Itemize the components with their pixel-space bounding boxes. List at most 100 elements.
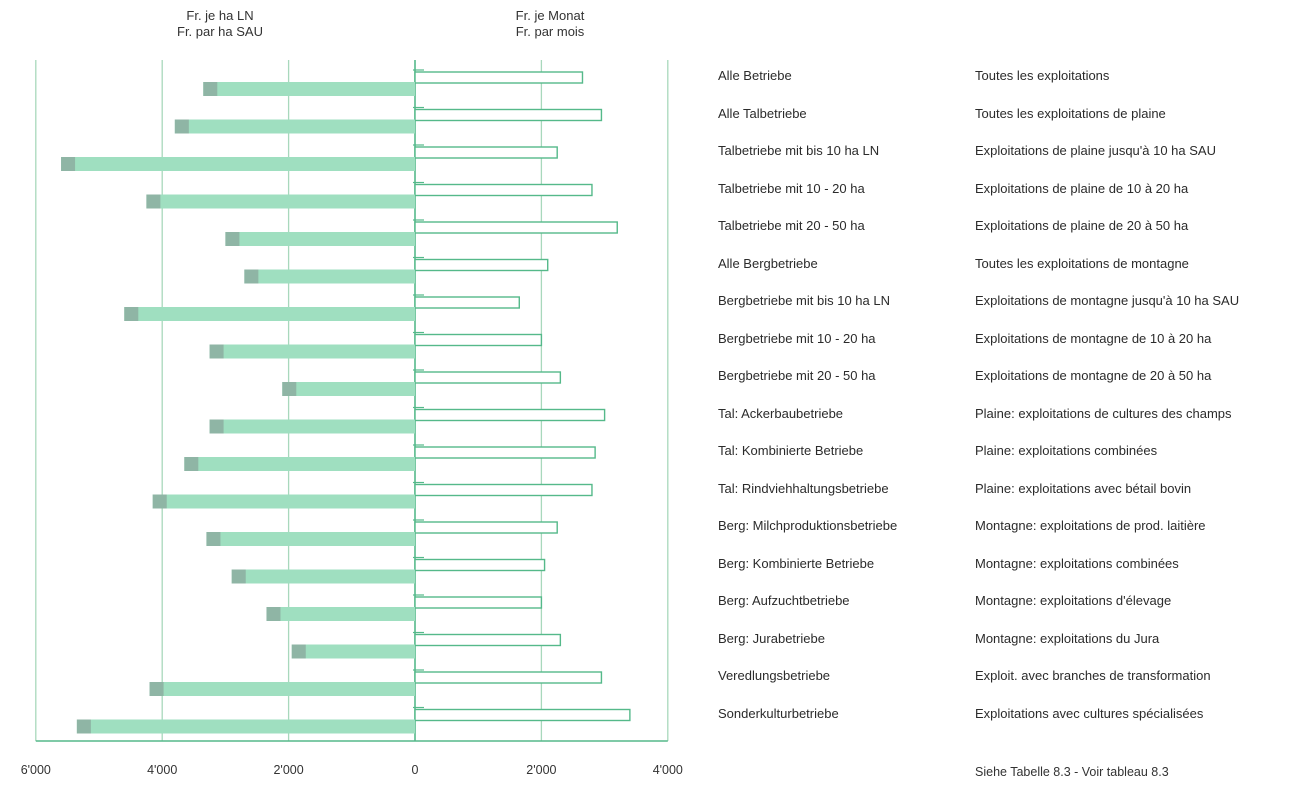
bar-monthly-6 (414, 296, 520, 309)
label-de-13: Berg: Kombinierte Betriebe (718, 555, 875, 571)
bar-per-ha-cap-2 (61, 157, 76, 171)
bar-per-ha-cap-7 (209, 344, 224, 359)
bar-monthly-3 (414, 183, 593, 197)
right-header-line2: Fr. par mois (515, 24, 585, 39)
label-fr-12: Montagne: exploitations de prod. laitièr… (975, 518, 1206, 533)
bar-per-ha-cap-17 (76, 719, 91, 734)
label-de-11: Tal: Rindviehhaltungsbetriebe (718, 480, 889, 496)
left-header-line1: Fr. je ha LN (186, 8, 254, 23)
left-axis-header: Fr. je ha LN Fr. par ha SAU (140, 8, 300, 40)
label-de-15: Berg: Jurabetriebe (718, 630, 825, 646)
bar-monthly-8 (414, 371, 562, 384)
bar-monthly-11 (414, 483, 593, 497)
label-fr-0: Toutes les exploitations (975, 68, 1110, 83)
x-axis: 6'000 4'000 2'000 0 2'000 4'000 (21, 740, 683, 777)
bar-per-ha-cap-4 (225, 232, 240, 246)
tick-label-right-1: 4'000 (653, 763, 683, 777)
label-fr-17: Exploitations avec cultures spécialisées (975, 705, 1204, 721)
bar-monthly-1 (414, 108, 603, 122)
label-fr-14: Montagne: exploitations d'élevage (975, 593, 1172, 608)
bar-per-ha-cap-6 (124, 307, 139, 321)
bar-per-ha-15 (291, 644, 415, 659)
bar-per-ha-cap-5 (244, 269, 259, 284)
label-de-17: Sonderkulturbetriebe (718, 705, 839, 721)
bar-monthly-0 (414, 71, 584, 84)
label-fr-7: Exploitations de montagne de 10 à 20 ha (975, 330, 1212, 346)
bar-per-ha-cap-0 (203, 82, 218, 96)
label-fr-1: Toutes les exploitations de plaine (975, 105, 1166, 121)
bar-monthly-7 (414, 333, 543, 347)
bar-per-ha-cap-15 (291, 644, 306, 659)
bar-per-ha-0 (203, 82, 415, 96)
bar-monthly-15 (414, 633, 562, 647)
label-fr-9: Plaine: exploitations de cultures des ch… (975, 405, 1232, 421)
bar-per-ha-cap-12 (206, 532, 221, 546)
bar-per-ha-cap-8 (282, 382, 297, 396)
bar-monthly-4 (414, 221, 618, 234)
bar-monthly-17 (414, 708, 631, 722)
label-fr-16: Exploit. avec branches de transformation (975, 668, 1211, 683)
label-de-16: Veredlungsbetriebe (718, 668, 831, 683)
bar-per-ha-8 (282, 382, 415, 396)
tick-label-left-1: 4'000 (147, 763, 177, 777)
bar-per-ha-cap-9 (209, 419, 224, 434)
label-fr-13: Montagne: exploitations combinées (975, 555, 1179, 571)
tick-label-left-0: 6'000 (21, 763, 51, 777)
bar-per-ha-cap-1 (174, 119, 189, 134)
tick-label-right-0: 2'000 (526, 763, 556, 777)
bar-per-ha-cap-10 (184, 457, 199, 471)
bar-per-ha-16 (149, 682, 415, 696)
label-de-4: Talbetriebe mit 20 - 50 ha (718, 218, 865, 233)
label-de-2: Talbetriebe mit bis 10 ha LN (718, 143, 880, 158)
label-de-14: Berg: Aufzuchtbetriebe (718, 593, 850, 608)
label-de-8: Bergbetriebe mit 20 - 50 ha (718, 368, 876, 383)
bar-monthly-5 (414, 258, 549, 272)
tick-label-left-3: 0 (412, 763, 419, 777)
bar-per-ha-4 (225, 232, 415, 246)
bar-per-ha-13 (231, 569, 415, 584)
bar-monthly-16 (414, 671, 603, 684)
left-header-line2: Fr. par ha SAU (177, 24, 263, 39)
label-de-12: Berg: Milchproduktionsbetriebe (718, 518, 898, 533)
bar-monthly-12 (414, 521, 558, 534)
bar-per-ha-cap-11 (152, 494, 167, 509)
bar-monthly-2 (414, 146, 558, 159)
label-de-1: Alle Talbetriebe (718, 105, 807, 121)
bar-per-ha-6 (124, 307, 415, 321)
bar-per-ha-1 (174, 119, 415, 134)
label-de-10: Tal: Kombinierte Betriebe (718, 443, 864, 458)
label-de-7: Bergbetriebe mit 10 - 20 ha (718, 330, 876, 346)
tick-label-left-2: 2'000 (273, 763, 303, 777)
bar-per-ha-cap-14 (266, 607, 281, 621)
footnote: Siehe Tabelle 8.3 - Voir tableau 8.3 (975, 765, 1169, 779)
label-de-5: Alle Bergbetriebe (718, 255, 818, 271)
bar-per-ha-3 (146, 194, 415, 209)
bars-layer (61, 69, 631, 734)
bar-per-ha-cap-13 (231, 569, 246, 584)
gridlines (35, 60, 669, 741)
bar-per-ha-12 (206, 532, 415, 546)
bar-per-ha-14 (266, 607, 415, 621)
label-de-0: Alle Betriebe (718, 68, 792, 83)
label-fr-6: Exploitations de montagne jusqu'à 10 ha … (975, 293, 1240, 308)
label-fr-15: Montagne: exploitations du Jura (975, 630, 1160, 646)
label-de-3: Talbetriebe mit 10 - 20 ha (718, 180, 865, 196)
bar-monthly-9 (414, 408, 606, 422)
label-fr-2: Exploitations de plaine jusqu'à 10 ha SA… (975, 143, 1216, 158)
label-fr-3: Exploitations de plaine de 10 à 20 ha (975, 180, 1189, 196)
bar-per-ha-10 (184, 457, 415, 471)
bar-per-ha-cap-16 (149, 682, 164, 696)
bar-per-ha-17 (76, 719, 415, 734)
label-de-6: Bergbetriebe mit bis 10 ha LN (718, 293, 890, 308)
label-fr-5: Toutes les exploitations de montagne (975, 255, 1189, 271)
bar-per-ha-cap-3 (146, 194, 161, 209)
bar-per-ha-11 (152, 494, 415, 509)
bar-monthly-10 (414, 446, 596, 459)
label-fr-10: Plaine: exploitations combinées (975, 443, 1158, 458)
bar-monthly-13 (414, 558, 546, 572)
bar-per-ha-9 (209, 419, 415, 434)
label-fr-4: Exploitations de plaine de 20 à 50 ha (975, 218, 1189, 233)
right-header-line1: Fr. je Monat (515, 8, 585, 23)
label-fr-8: Exploitations de montagne de 20 à 50 ha (975, 368, 1212, 383)
